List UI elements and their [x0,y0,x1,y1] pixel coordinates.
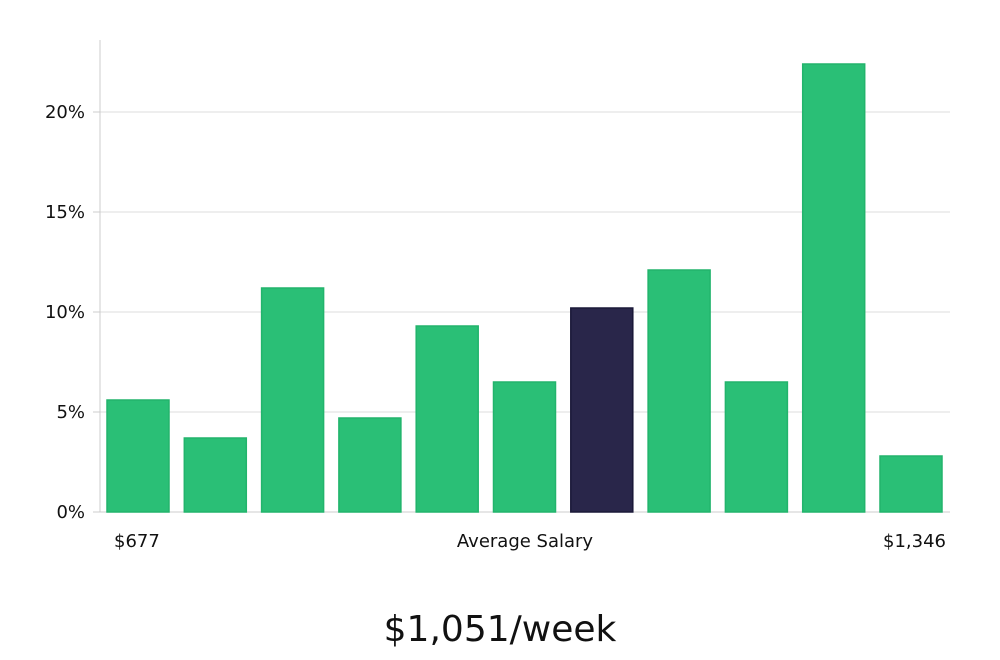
histogram-bar [260,287,325,513]
histogram-bar [338,417,402,513]
y-tick-label: 5% [56,402,85,423]
histogram-bar [492,381,557,513]
histogram-bar [106,399,170,513]
x-axis-labels: $677 Average Salary $1,346 [114,531,946,552]
y-tick-label: 10% [45,302,85,323]
y-tick-labels: 0% 5% 10% 15% 20% [45,102,85,523]
y-tick-label: 20% [45,102,85,123]
y-tick-label: 15% [45,202,85,223]
x-label-max: $1,346 [883,531,946,552]
x-axis-title: Average Salary [457,531,594,552]
chart-svg: 0% 5% 10% 15% 20% $677 Average Salary $1,346 [45,40,950,552]
y-tick-label: 0% [56,502,85,523]
histogram-bar-average [570,307,634,513]
x-label-min: $677 [114,531,160,552]
histogram-bar [415,325,479,513]
histogram-bar [647,269,711,513]
histogram-bar [879,455,943,513]
average-weekly-salary-headline: $1,051/week [383,609,617,650]
bar-layer [106,63,943,513]
histogram-bar [183,437,248,513]
histogram-bar [801,63,866,513]
histogram-bar [724,381,789,513]
